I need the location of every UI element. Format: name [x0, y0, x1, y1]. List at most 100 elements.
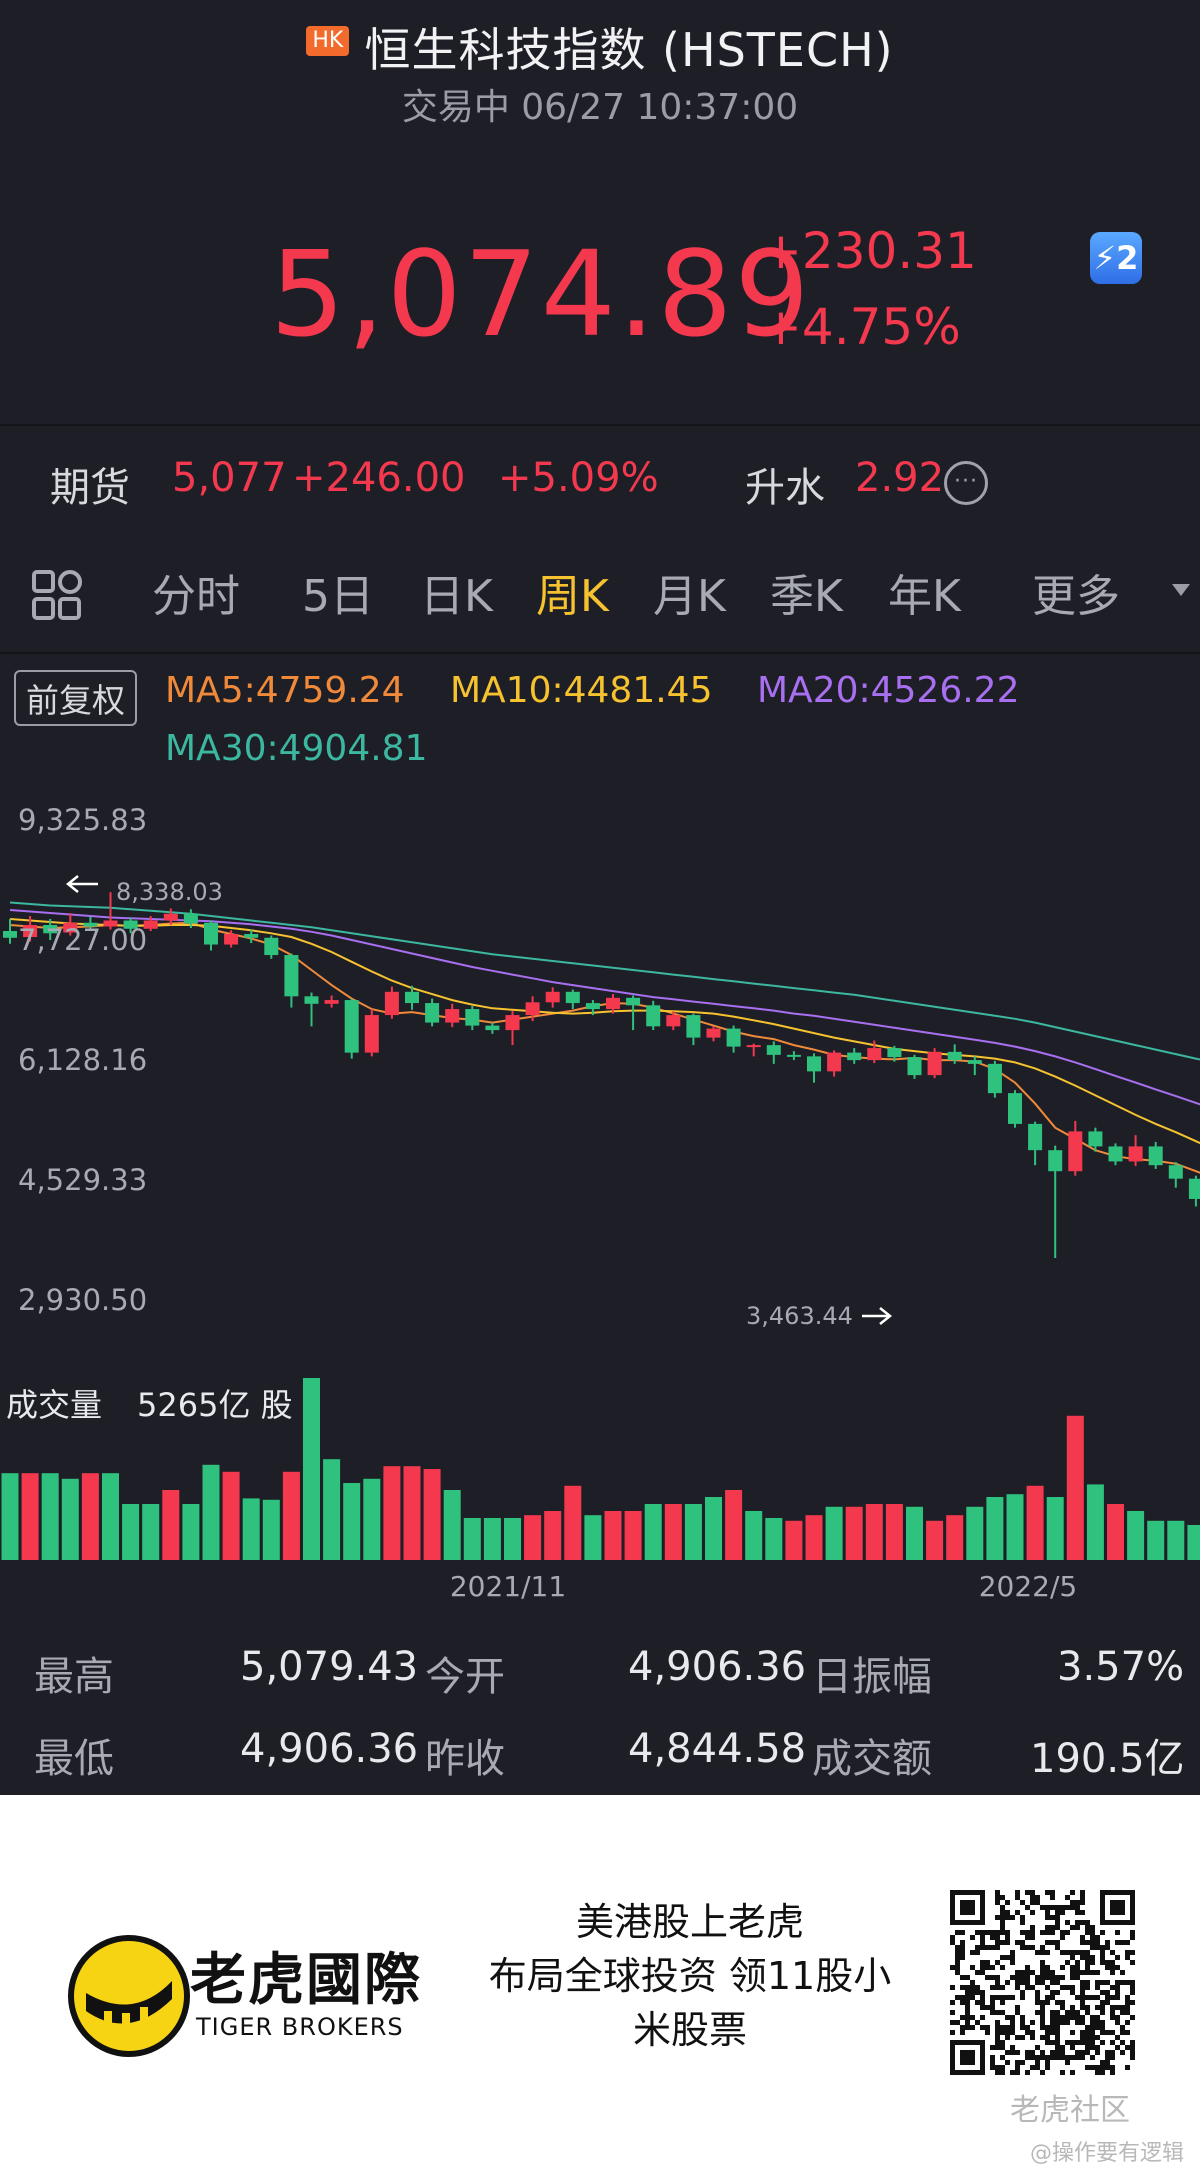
quote-header: HK 恒生科技指数 (HSTECH) 交易中 06/27 10:37:00 5,… — [0, 0, 1200, 425]
tab-more[interactable]: 更多 — [1032, 571, 1120, 622]
candle-body — [786, 1054, 801, 1057]
qr-code-icon[interactable] — [950, 1890, 1135, 2075]
volume-bar — [303, 1378, 320, 1560]
tab-5day[interactable]: 5日 — [302, 571, 374, 622]
author-watermark: @操作要有逻辑 — [1030, 2141, 1185, 2166]
ma10-line — [9, 918, 1200, 1145]
tab-daily-k[interactable]: 日K — [420, 571, 493, 622]
amplitude-label: 日振幅 — [812, 1654, 932, 1700]
volume-bar — [504, 1518, 521, 1560]
level2-icon[interactable]: ⚡2 — [1090, 232, 1142, 284]
candle-body — [847, 1052, 862, 1061]
candle-body — [987, 1063, 1002, 1094]
volume-bar — [745, 1511, 763, 1560]
volume-bar — [403, 1466, 421, 1560]
volume-bar — [564, 1485, 582, 1560]
candle-body — [1128, 1146, 1143, 1162]
turnover-value: 190.5亿 — [1030, 1736, 1185, 1782]
volume-bar — [383, 1466, 401, 1560]
low-value: 4,906.36 — [240, 1726, 419, 1772]
futures-row: 期货 5,077 +246.00 +5.09% 升水 2.92 ··· — [0, 455, 1200, 511]
candle-body — [927, 1051, 942, 1076]
candle-body — [63, 922, 78, 933]
candle-body — [887, 1048, 902, 1058]
low-label: 最低 — [34, 1736, 114, 1782]
ma30-legend: MA30:4904.81 — [165, 728, 428, 769]
period-tabs: 分时 5日 日K 周K 月K 季K 年K 更多 — [0, 560, 1200, 630]
candle-body — [726, 1028, 741, 1047]
volume-bar — [1107, 1504, 1124, 1560]
open-value: 4,906.36 — [628, 1644, 807, 1690]
y-axis-tick: 9,325.83 — [18, 803, 147, 837]
volume-bar — [624, 1511, 642, 1560]
adjust-toggle-button[interactable]: 前复权 — [14, 670, 137, 726]
tab-quarterly-k[interactable]: 季K — [770, 571, 843, 622]
tab-weekly-k[interactable]: 周K — [536, 571, 609, 622]
chevron-down-icon[interactable] — [1172, 584, 1190, 596]
tab-intraday[interactable]: 分时 — [152, 571, 240, 622]
high-annotation: 8,338.03 — [116, 878, 223, 906]
futures-change-pct: +5.09% — [498, 455, 659, 501]
candle-body — [344, 1000, 359, 1053]
candle-body — [827, 1052, 842, 1072]
candle-body — [1108, 1146, 1123, 1162]
arrow-right-icon — [862, 1307, 893, 1325]
candle-body — [425, 1003, 440, 1023]
volume-bar — [463, 1518, 481, 1560]
volume-bar — [906, 1506, 923, 1560]
volume-bar — [1006, 1494, 1024, 1560]
candle-body — [545, 991, 560, 1003]
candle-body — [384, 991, 399, 1016]
candle-body — [83, 922, 98, 927]
candle-body — [224, 934, 239, 945]
market-badge: HK — [306, 26, 350, 56]
volume-bar — [1046, 1497, 1064, 1560]
candlestick-chart[interactable]: 9,325.83 7,727.00 6,128.16 4,529.33 2,930.50… — [0, 780, 1200, 1600]
y-axis-tick: 6,128.16 — [18, 1043, 147, 1077]
y-axis-tick: 7,727.00 — [18, 923, 147, 957]
ma10-legend: MA10:4481.45 — [450, 670, 713, 711]
volume-bar — [162, 1490, 180, 1560]
more-options-icon[interactable]: ··· — [944, 461, 988, 505]
volume-bar — [825, 1506, 843, 1560]
candle-body — [867, 1048, 882, 1061]
arrow-left-icon — [65, 875, 98, 893]
divider — [0, 424, 1200, 426]
tiger-logo-icon — [68, 1935, 190, 2057]
volume-label: 成交量 — [6, 1386, 103, 1424]
volume-bar — [102, 1473, 119, 1560]
volume-bar — [262, 1499, 280, 1560]
volume-bar — [1086, 1484, 1104, 1560]
volume-bar — [202, 1464, 220, 1560]
volume-bar — [765, 1518, 783, 1560]
candle-body — [1188, 1178, 1200, 1199]
candle-body — [1068, 1131, 1083, 1172]
tab-monthly-k[interactable]: 月K — [653, 571, 726, 622]
volume-bar — [282, 1471, 300, 1560]
layout-grid-icon[interactable] — [32, 570, 82, 620]
candle-body — [1008, 1093, 1022, 1124]
price-change-pct: +4.75% — [760, 298, 961, 356]
candle-body — [947, 1051, 962, 1061]
candle-body — [123, 920, 138, 929]
volume-bar — [423, 1469, 441, 1560]
volume-bar — [524, 1515, 542, 1560]
turnover-label: 成交额 — [812, 1736, 932, 1782]
candle-body — [485, 1025, 500, 1031]
community-watermark: 老虎社区 — [1010, 2093, 1130, 2128]
high-value: 5,079.43 — [240, 1644, 419, 1690]
volume-bar — [584, 1515, 602, 1560]
tab-yearly-k[interactable]: 年K — [888, 571, 961, 622]
ma5-legend: MA5:4759.24 — [165, 670, 405, 711]
volume-bar — [1066, 1415, 1084, 1560]
volume-bar — [544, 1511, 562, 1560]
volume-bar — [1, 1473, 19, 1560]
candle-body — [706, 1028, 721, 1038]
candle-body — [666, 1015, 681, 1027]
candle-body — [445, 1009, 460, 1023]
amplitude-value: 3.57% — [1057, 1644, 1185, 1690]
candle-body — [163, 913, 178, 921]
candle-body — [1148, 1146, 1163, 1166]
volume-bar — [142, 1504, 160, 1560]
volume-bar — [443, 1490, 461, 1560]
